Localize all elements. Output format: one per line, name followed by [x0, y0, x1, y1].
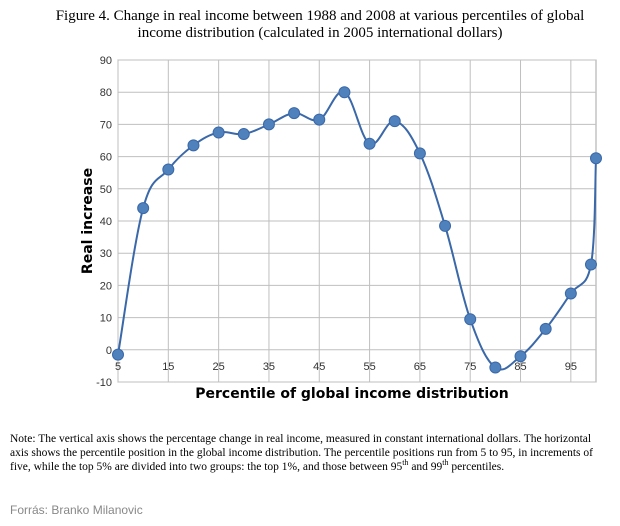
- x-tick-label: 85: [514, 361, 526, 373]
- y-tick-label: 60: [100, 152, 112, 164]
- data-point: [262, 118, 275, 131]
- data-point: [288, 107, 301, 120]
- note-text-2: and 99: [408, 461, 443, 473]
- x-tick-label: 95: [565, 361, 577, 373]
- series-markers: [112, 86, 602, 374]
- data-point: [363, 137, 376, 150]
- data-point: [162, 163, 175, 176]
- data-point: [388, 115, 401, 128]
- x-axis-title: Percentile of global income distribution: [195, 386, 509, 402]
- x-tick-label: 55: [363, 361, 375, 373]
- note-sup-2: th: [442, 458, 449, 468]
- x-axis-ticks: 5 15 25 35 45 55 65 75 85 95: [115, 361, 577, 373]
- data-point: [112, 348, 124, 361]
- y-tick-label: 0: [106, 345, 112, 357]
- y-tick-label: 10: [100, 313, 112, 325]
- y-tick-label: 50: [100, 184, 112, 196]
- x-tick-label: 45: [313, 361, 325, 373]
- chart-title: Figure 4. Change in real income between …: [40, 8, 600, 42]
- x-tick-label: 75: [464, 361, 476, 373]
- y-tick-label: 80: [100, 87, 112, 99]
- data-point: [338, 86, 351, 99]
- y-tick-label: 20: [100, 280, 112, 292]
- data-point: [413, 147, 426, 160]
- y-axis-title: Real increase: [80, 168, 96, 274]
- y-tick-label: -10: [96, 377, 112, 389]
- data-point: [539, 322, 552, 335]
- source-credit: Forrás: Branko Milanovic: [10, 503, 143, 517]
- y-axis-ticks: -10 0 10 20 30 40 50 60 70 80 90: [96, 55, 112, 389]
- note-text-1: Note: The vertical axis shows the percen…: [10, 433, 593, 473]
- data-point: [464, 313, 477, 326]
- y-tick-label: 90: [100, 55, 112, 67]
- y-tick-label: 70: [100, 119, 112, 131]
- data-point: [212, 126, 225, 139]
- y-tick-label: 30: [100, 248, 112, 260]
- x-tick-label: 5: [115, 361, 121, 373]
- x-tick-label: 15: [162, 361, 174, 373]
- y-tick-label: 40: [100, 216, 112, 228]
- chart-title-line-2: income distribution (calculated in 2005 …: [137, 25, 503, 41]
- data-point: [514, 350, 527, 363]
- figure-note: Note: The vertical axis shows the percen…: [10, 432, 612, 474]
- data-point: [584, 258, 597, 271]
- x-tick-label: 25: [213, 361, 225, 373]
- data-point: [313, 113, 326, 126]
- data-point: [439, 219, 452, 232]
- data-point: [564, 287, 577, 300]
- data-point: [590, 152, 602, 165]
- x-tick-label: 65: [414, 361, 426, 373]
- data-point: [237, 128, 250, 141]
- note-text-3: percentiles.: [448, 461, 505, 473]
- line-chart: -10 0 10 20 30 40 50 60 70 80 90 5 15 25 35 45 55 65 75 85…: [80, 55, 602, 402]
- note-sup-1: th: [402, 458, 409, 468]
- x-tick-label: 35: [263, 361, 275, 373]
- data-point: [187, 139, 200, 152]
- data-point: [137, 202, 150, 215]
- chart-title-line-1: Figure 4. Change in real income between …: [55, 8, 585, 24]
- data-point: [489, 361, 502, 374]
